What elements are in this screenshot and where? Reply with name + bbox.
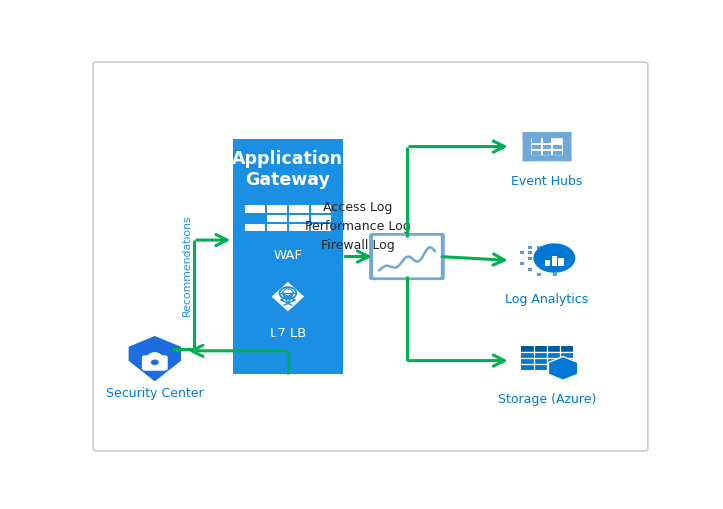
Bar [267,215,287,223]
FancyBboxPatch shape [523,133,571,139]
FancyBboxPatch shape [553,145,562,150]
Bar [558,259,563,267]
FancyBboxPatch shape [543,151,551,156]
Text: Recommendations: Recommendations [181,214,192,316]
Bar [288,215,309,223]
Bar [245,224,265,232]
FancyBboxPatch shape [562,133,571,162]
FancyBboxPatch shape [523,133,531,162]
Bar [521,347,573,370]
Text: Log Analytics: Log Analytics [505,292,589,305]
Bar [544,268,549,271]
Polygon shape [549,357,578,380]
FancyBboxPatch shape [543,145,551,150]
Bar [561,246,565,249]
Polygon shape [129,336,181,382]
FancyBboxPatch shape [553,151,562,156]
Polygon shape [272,282,304,312]
Bar [521,252,524,254]
FancyBboxPatch shape [234,139,343,375]
Bar [311,206,330,214]
Bar [561,257,565,260]
Polygon shape [549,357,578,380]
Bar [529,268,532,271]
FancyBboxPatch shape [532,145,541,150]
Text: L7 LB: L7 LB [270,326,306,340]
Bar [521,347,573,352]
Bar [536,263,541,266]
Bar [544,252,549,254]
Bar [267,224,287,232]
Bar [544,257,549,260]
Bar [544,246,549,249]
Bar [529,252,532,254]
Bar [311,224,330,232]
Bar [267,206,287,214]
FancyBboxPatch shape [373,236,441,278]
Bar [553,257,557,260]
Bar [553,252,557,254]
Text: WAF: WAF [273,248,302,262]
Text: Application
Gateway: Application Gateway [232,149,343,189]
FancyBboxPatch shape [369,234,445,280]
Bar [561,268,565,271]
Bar [288,224,309,232]
Bar [536,246,541,249]
Text: Access Log
Performance Log
Firewall Log: Access Log Performance Log Firewall Log [305,200,411,251]
Bar [552,257,557,267]
Bar [561,263,565,266]
FancyBboxPatch shape [142,355,168,371]
Bar [536,252,541,254]
Bar [561,252,565,254]
FancyBboxPatch shape [543,139,551,144]
FancyBboxPatch shape [532,151,541,156]
Bar [536,257,541,260]
Bar [536,274,541,277]
Bar [245,206,265,214]
Circle shape [534,244,576,273]
FancyBboxPatch shape [523,156,571,162]
Bar [553,268,557,271]
FancyBboxPatch shape [93,63,648,451]
Text: Security Center: Security Center [106,386,204,400]
FancyBboxPatch shape [532,139,541,144]
Bar [311,215,330,223]
Bar [553,274,557,277]
Circle shape [151,360,159,365]
Bar [529,246,532,249]
Text: Alerts: Alerts [257,332,291,345]
Bar [529,257,532,260]
Bar [521,263,524,266]
Bar [545,261,550,267]
Text: Event Hubs: Event Hubs [511,175,583,188]
Bar [553,263,557,266]
Bar [288,206,309,214]
Bar [553,246,557,249]
Bar [544,263,549,266]
Text: Storage (Azure): Storage (Azure) [498,392,596,405]
